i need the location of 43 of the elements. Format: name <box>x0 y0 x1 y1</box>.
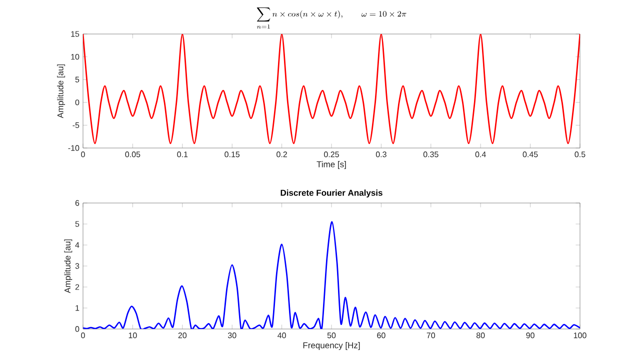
y-tick-label: 5 <box>75 76 80 82</box>
x-tick-label: 0.45 <box>522 152 538 158</box>
x-tick-label: 0.25 <box>324 152 339 158</box>
x-tick-label: 0 <box>81 332 85 338</box>
chart-title: Discrete Fourier Analysis <box>280 190 382 198</box>
x-tick-label: 70 <box>426 332 436 338</box>
y-tick-label: 4 <box>75 242 80 248</box>
y-axis-title: Amplitude [au] <box>57 64 66 118</box>
x-tick-label: 90 <box>526 332 534 338</box>
x-tick-label: 0.5 <box>574 152 586 158</box>
x-tick-label: 60 <box>377 332 386 338</box>
y-tick-label: 2 <box>75 284 80 290</box>
x-tick-label: 50 <box>327 332 336 338</box>
y-tick-label: -10 <box>68 145 80 151</box>
x-tick-label: 30 <box>228 332 236 338</box>
x-tick-label: 20 <box>178 332 187 338</box>
x-tick-label: 0.2 <box>276 152 287 158</box>
y-tick-label: 10 <box>71 54 80 60</box>
x-tick-label: 0.1 <box>177 152 188 158</box>
chart-title: $\sum_{n=1} n \times cos(n \times \omega \times t), \qquad \omega = 10 \times 2\pi$ <box>256 7 406 29</box>
x-tick-label: 100 <box>574 332 586 338</box>
y-tick-label: 15 <box>71 31 80 37</box>
line-series <box>83 34 580 144</box>
y-axis-title: Amplitude [au] <box>64 239 72 294</box>
x-tick-label: 40 <box>278 332 286 338</box>
x-tick-label: 80 <box>476 332 485 338</box>
y-tick-label: 5 <box>75 221 80 227</box>
y-tick-label: 0 <box>75 326 80 332</box>
x-axis-title: Frequency [Hz] <box>303 342 360 350</box>
y-tick-label: -5 <box>72 122 80 128</box>
x-tick-label: 0.05 <box>125 152 140 158</box>
y-tick-label: 1 <box>76 305 80 311</box>
x-tick-label: 0.3 <box>376 152 386 158</box>
x-tick-label: 10 <box>128 332 137 338</box>
x-tick-label: 0 <box>81 152 85 158</box>
y-tick-label: 6 <box>75 200 80 206</box>
x-tick-label: 0.35 <box>423 152 438 158</box>
line-series <box>83 221 580 329</box>
x-tick-label: 0.15 <box>224 152 240 158</box>
x-tick-label: 0.4 <box>475 152 486 158</box>
y-tick-label: 0 <box>75 100 80 106</box>
x-axis-title: Time [s] <box>316 161 346 169</box>
y-tick-label: 3 <box>75 263 80 269</box>
